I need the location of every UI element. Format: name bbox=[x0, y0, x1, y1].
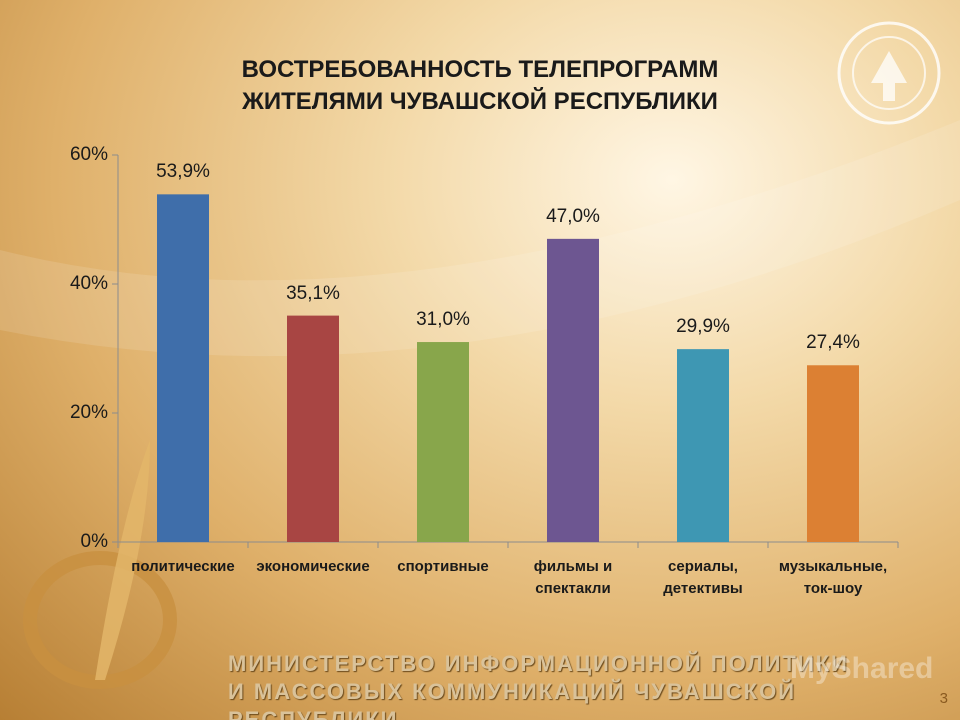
watermark: MyShared bbox=[790, 652, 934, 685]
value-label: 53,9% bbox=[156, 161, 210, 183]
footer-text: МИНИСТЕРСТВО ИНФОРМАЦИОННОЙ ПОЛИТИКИ И М… bbox=[228, 651, 849, 720]
bar bbox=[547, 238, 599, 542]
x-tick-label: политические bbox=[131, 558, 235, 575]
y-tick-label: 60% bbox=[69, 144, 108, 165]
value-label: 35,1% bbox=[286, 282, 340, 304]
y-tick-label: 40% bbox=[69, 273, 108, 294]
x-tick-label: фильмы и спектакли bbox=[533, 558, 613, 597]
bar bbox=[677, 349, 729, 542]
x-tick-label: спортивные bbox=[397, 558, 489, 575]
x-tick-label: сериалы, детективы bbox=[663, 558, 743, 597]
decor-wave bbox=[0, 120, 960, 357]
bar bbox=[287, 315, 339, 542]
page-number: 3 bbox=[939, 690, 948, 707]
bar bbox=[417, 342, 469, 542]
y-tick-label: 0% bbox=[80, 531, 108, 552]
x-tick-label: экономические bbox=[256, 558, 370, 575]
value-label: 31,0% bbox=[416, 309, 470, 331]
value-label: 27,4% bbox=[806, 332, 860, 354]
emblem bbox=[837, 21, 941, 125]
y-tick-label: 20% bbox=[69, 402, 108, 423]
bar bbox=[157, 194, 209, 542]
bar bbox=[807, 365, 859, 542]
quill-logo bbox=[23, 440, 177, 689]
chart-title: ВОСТРЕБОВАННОСТЬ ТЕЛЕПРОГРАММ ЖИТЕЛЯМИ Ч… bbox=[241, 56, 719, 115]
value-label: 47,0% bbox=[546, 205, 600, 227]
x-tick-label: музыкальные, ток-шоу bbox=[778, 558, 888, 597]
value-label: 29,9% bbox=[676, 316, 730, 338]
